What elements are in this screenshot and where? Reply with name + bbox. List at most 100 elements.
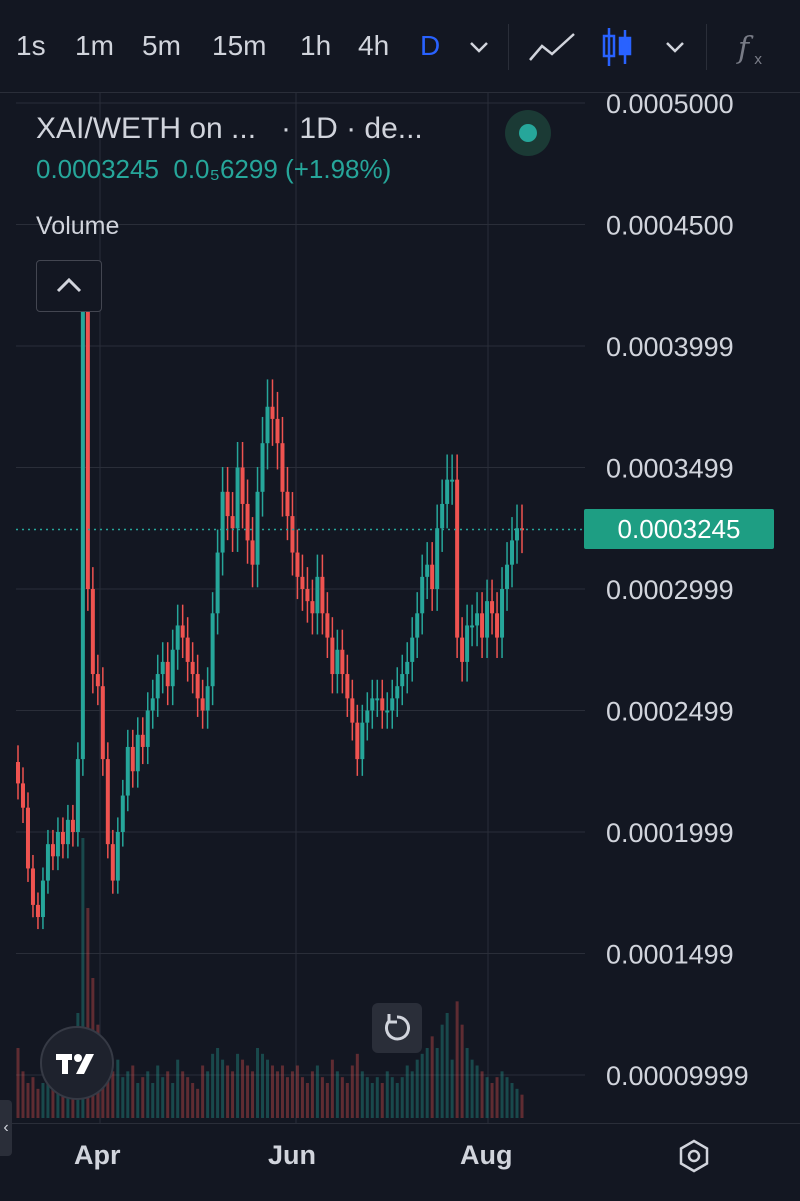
candle-body [55, 832, 60, 857]
candle-body [190, 661, 195, 675]
price-chart[interactable]: 0.0005000 0.0004500 0.0003999 0.0003499 0.00… [0, 93, 800, 1123]
y-tick-label: 0.0001499 [606, 940, 734, 970]
chevron-down-icon[interactable] [662, 24, 688, 70]
timeframe-toolbar: 1s 1m 5m 15m 1h 4h D f x [0, 0, 800, 93]
candle-body [430, 564, 435, 589]
volume-bar [330, 1059, 334, 1118]
volume-bar [51, 1077, 55, 1118]
volume-bar [500, 1071, 504, 1118]
candle-body [75, 759, 80, 832]
reset-chart-button[interactable] [372, 1003, 422, 1053]
candle-body [510, 540, 515, 565]
volume-label: Volume [36, 212, 120, 240]
candle-body [110, 844, 115, 881]
candle-body [320, 576, 325, 614]
volume-bar [505, 1077, 509, 1118]
side-panel-handle[interactable]: ‹ [0, 1100, 12, 1156]
volume-bar [325, 1083, 329, 1118]
candle-body [60, 832, 65, 845]
volume-bar [141, 1077, 145, 1118]
timeframe-5m[interactable]: 5m [142, 30, 181, 61]
timeframe-1s[interactable]: 1s [16, 30, 46, 61]
volume-bar [440, 1024, 444, 1118]
chart-legend: XAI/WETH on ... · 1D · de... 0.0003245 0… [36, 112, 423, 185]
volume-bar [56, 1083, 60, 1118]
volume-bar [181, 1071, 185, 1118]
candle-body [125, 746, 130, 796]
timeframe-1m[interactable]: 1m [75, 30, 114, 61]
candle-body [240, 467, 245, 504]
volume-bar [355, 1053, 359, 1118]
candle-body [345, 674, 350, 699]
line-chart-icon[interactable] [528, 24, 578, 70]
volume-bar [41, 1083, 45, 1118]
volume-bar [475, 1065, 479, 1118]
candle-body [205, 686, 210, 711]
volume-bar [520, 1094, 524, 1118]
candle-body [325, 613, 330, 638]
volume-bar [415, 1059, 419, 1118]
settings-icon[interactable] [676, 1138, 712, 1174]
volume-bar [280, 1065, 284, 1118]
candle-body [465, 625, 470, 662]
symbol-title[interactable]: XAI/WETH on ... · 1D · de... [36, 112, 423, 145]
timeframe-4h[interactable]: 4h [358, 30, 390, 61]
candle-body [45, 844, 50, 881]
candlestick-icon[interactable] [600, 24, 636, 70]
candle-body [30, 868, 35, 905]
volume-bar [151, 1083, 155, 1118]
candle-body [470, 625, 475, 628]
chevron-down-icon[interactable] [466, 24, 492, 70]
volume-bar [270, 1065, 274, 1118]
candle-body [215, 552, 220, 614]
candle-body [40, 880, 45, 918]
volume-bar [490, 1083, 494, 1118]
candle-body [195, 674, 200, 699]
timeframe-d[interactable]: D [420, 30, 441, 61]
candle-body [400, 674, 405, 687]
timeframe-15m[interactable]: 15m [212, 30, 267, 61]
candle-body [300, 576, 305, 589]
volume-bar [360, 1071, 364, 1118]
candle-body [370, 698, 375, 711]
collapse-legend-button[interactable] [36, 260, 102, 312]
tradingview-logo[interactable] [40, 1026, 114, 1100]
candle-body [450, 479, 455, 482]
volume-bar [290, 1071, 294, 1118]
candle-body [115, 832, 120, 881]
volume-bar [231, 1071, 235, 1118]
candle-body [460, 637, 465, 662]
volume-bar [161, 1077, 165, 1118]
candle-body [210, 613, 215, 687]
svg-text:x: x [754, 52, 762, 68]
candle-body [305, 589, 310, 602]
candle-body [435, 528, 440, 589]
y-tick-label: 0.0002499 [606, 697, 734, 727]
volume-bar [246, 1065, 250, 1118]
volume-bar [121, 1077, 125, 1118]
candle-body [425, 564, 430, 577]
volume-bar [435, 1048, 439, 1118]
volume-bar [216, 1048, 220, 1118]
volume-bar [81, 838, 85, 1118]
volume-bar [285, 1077, 289, 1118]
x-tick-label: Apr [74, 1140, 121, 1170]
volume-bar [400, 1077, 404, 1118]
volume-bar [16, 1048, 20, 1118]
candle-body [495, 613, 500, 638]
candle-body [505, 564, 510, 589]
last-value: 0.0003245 [36, 154, 159, 184]
candle-body [170, 649, 175, 687]
volume-bar [251, 1071, 255, 1118]
candle-body [100, 686, 105, 760]
candle-body [310, 601, 315, 614]
function-icon[interactable]: f x [736, 24, 772, 70]
candle-body [330, 637, 335, 675]
y-tick-label: 0.00009999 [606, 1061, 749, 1091]
candle-body [350, 698, 355, 723]
timeframe-1h[interactable]: 1h [300, 30, 332, 61]
volume-bar [146, 1071, 150, 1118]
time-axis[interactable] [0, 1123, 800, 1201]
volume-bar [425, 1048, 429, 1118]
candle-body [225, 491, 230, 517]
